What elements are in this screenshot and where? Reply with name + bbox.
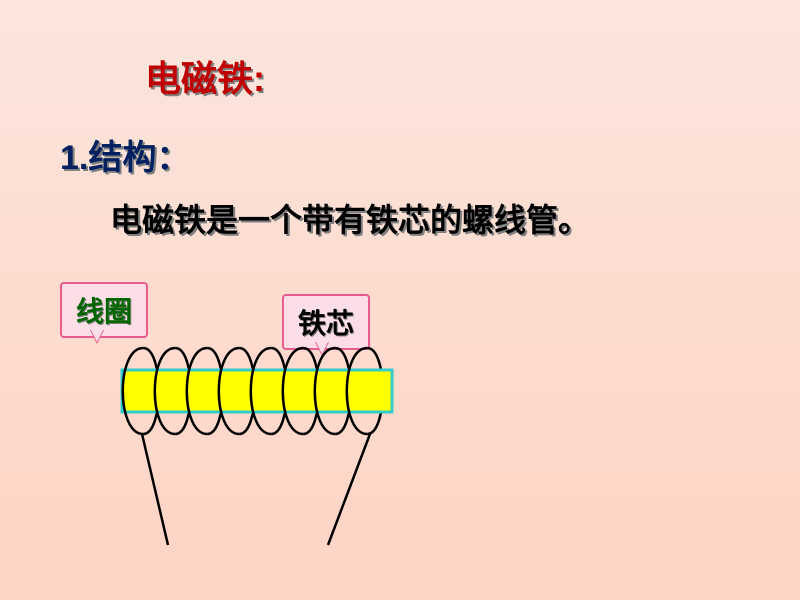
- section-subtitle: 1.结构：: [60, 130, 190, 179]
- core-label-text: 铁芯: [298, 308, 354, 339]
- definition-text: 电磁铁是一个带有铁芯的螺线管。: [110, 195, 590, 241]
- coil-label-text: 线圈: [76, 296, 132, 327]
- coil-label-callout: 线圈: [60, 282, 148, 338]
- solenoid-diagram: [70, 340, 490, 570]
- main-title: 电磁铁:: [145, 50, 265, 102]
